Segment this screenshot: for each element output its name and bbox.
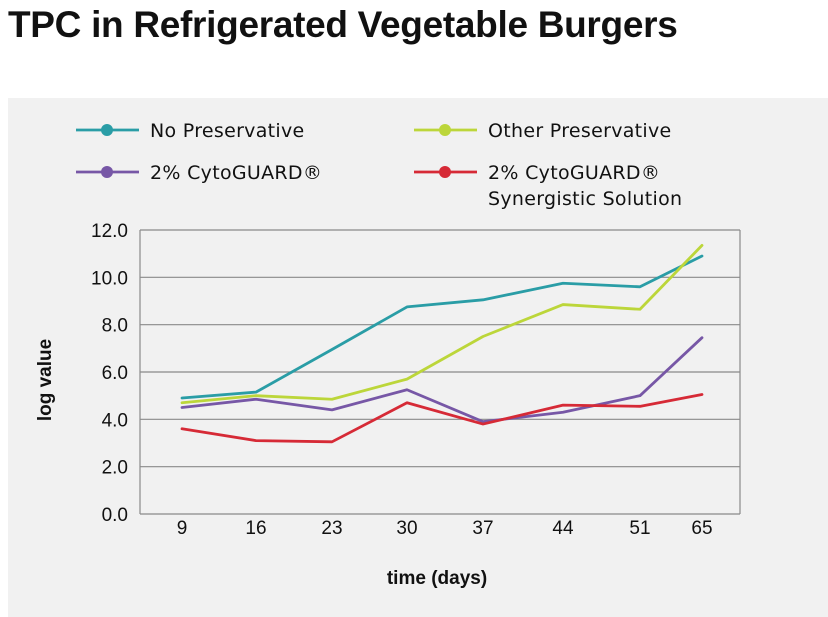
legend-label: Synergistic Solution (488, 188, 682, 210)
y-tick-label: 10.0 (91, 268, 128, 289)
x-axis-label: time (days) (387, 568, 487, 589)
legend-label: 2% CytoGUARD® (488, 162, 660, 184)
legend-marker (101, 166, 113, 178)
legend-marker (439, 124, 451, 136)
y-tick-label: 12.0 (91, 221, 128, 242)
x-tick-label: 51 (629, 518, 650, 539)
series-line-3 (180, 336, 704, 424)
legend-label: No Preservative (150, 120, 305, 142)
x-tick-label: 30 (396, 518, 417, 539)
x-tick-label: 9 (177, 518, 188, 539)
x-tick-label: 65 (691, 518, 712, 539)
legend-label: 2% CytoGUARD® (150, 162, 322, 184)
y-axis-ticks: 0.0 2.0 4.0 6.0 8.0 10.0 12.0 (91, 221, 128, 526)
series-line-4 (180, 393, 704, 444)
x-tick-label: 44 (552, 518, 574, 539)
legend: No Preservative Other Preservative 2% Cyto… (76, 120, 682, 210)
chart-panel (8, 98, 828, 617)
y-tick-label: 8.0 (102, 316, 128, 337)
series-line-2 (180, 243, 704, 405)
y-tick-label: 6.0 (102, 363, 128, 384)
y-tick-label: 4.0 (102, 410, 128, 431)
gridlines (139, 229, 741, 515)
x-tick-label: 23 (321, 518, 342, 539)
legend-marker (101, 124, 113, 136)
chart-title: TPC in Refrigerated Vegetable Burgers (8, 4, 678, 45)
series-lines (180, 243, 704, 444)
x-tick-label: 16 (245, 518, 266, 539)
legend-marker (439, 166, 451, 178)
y-tick-label: 0.0 (102, 505, 128, 526)
x-tick-label: 37 (472, 518, 493, 539)
legend-label: Other Preservative (488, 120, 672, 142)
series-line-1 (180, 254, 704, 400)
y-axis-label: log value (35, 339, 56, 421)
x-axis-ticks: 9 16 23 30 37 44 51 65 (177, 518, 713, 539)
y-tick-label: 2.0 (102, 458, 128, 479)
